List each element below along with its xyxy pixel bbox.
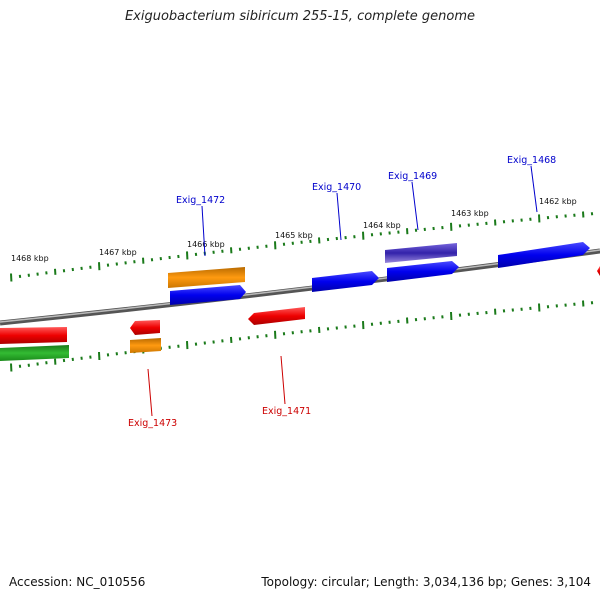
gene-label-exig-1473[interactable]: Exig_1473 [128, 418, 177, 429]
map-title: Exiguobacterium sibiricum 255-15, comple… [124, 9, 476, 24]
accession-text: Accession: NC_010556 [9, 575, 146, 589]
gene-exig-1471[interactable] [248, 307, 305, 325]
scale-label-1465: 1465 kbp [275, 231, 313, 240]
gene-exig-1469[interactable] [385, 243, 459, 282]
gene-edge-left[interactable] [0, 327, 69, 361]
gene-edge-right[interactable] [597, 266, 600, 276]
gene-label-exig-1470[interactable]: Exig_1470 [312, 182, 361, 193]
gene-label-exig-1468[interactable]: Exig_1468 [507, 155, 556, 166]
scale-label-1464: 1464 kbp [363, 221, 401, 230]
scale-label-1468: 1468 kbp [11, 254, 49, 263]
scale-label-1463: 1463 kbp [451, 209, 489, 218]
gene-exig-1468[interactable] [498, 242, 590, 268]
gene-exig-1472[interactable] [168, 267, 246, 305]
gene-exig-1473[interactable] [130, 320, 161, 353]
gene-label-exig-1472[interactable]: Exig_1472 [176, 195, 225, 206]
gene-label-exig-1471[interactable]: Exig_1471 [262, 406, 311, 417]
outer-tick-track [10, 211, 594, 282]
scale-label-1467: 1467 kbp [99, 248, 137, 257]
inner-tick-track [10, 300, 594, 372]
scale-label-1462: 1462 kbp [539, 197, 577, 206]
gene-exig-1470[interactable] [312, 271, 379, 292]
gene-label-exig-1469[interactable]: Exig_1469 [388, 171, 437, 182]
topology-summary: Topology: circular; Length: 3,034,136 bp… [261, 575, 591, 589]
scale-label-1466: 1466 kbp [187, 240, 225, 249]
